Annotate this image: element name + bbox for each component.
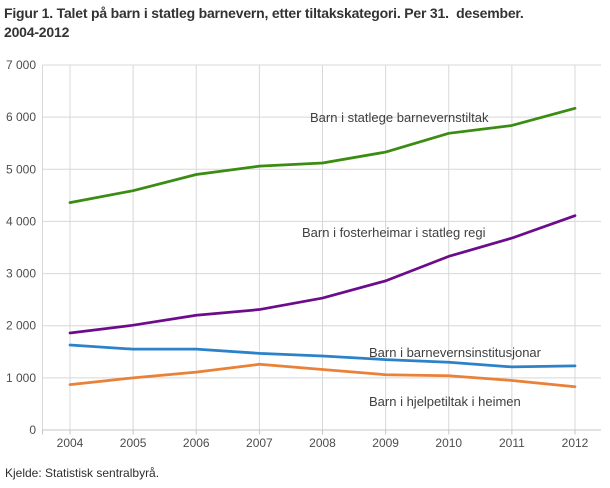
y-tick-label: 2 000 (6, 319, 36, 333)
x-axis-labels: 2004 2005 2006 2007 2008 2009 2010 2011 2012 (57, 436, 589, 450)
figure-title: Figur 1. Talet på barn i statleg barneve… (4, 4, 608, 42)
series-line-0 (68, 106, 577, 205)
figure-title-line1: Figur 1. Talet på barn i statleg barneve… (4, 5, 524, 21)
figure-title-line2: 2004-2012 (4, 24, 70, 40)
series-line-2 (68, 343, 577, 369)
series-line-3 (68, 362, 577, 389)
series-label-0: Barn i statlege barnevernstiltak (310, 110, 489, 125)
x-tick-label: 2005 (120, 436, 147, 450)
y-tick-label: 3 000 (6, 267, 36, 281)
y-tick-label: 7 000 (6, 58, 36, 72)
y-tick-label: 5 000 (6, 162, 36, 176)
x-tick-label: 2010 (435, 436, 462, 450)
y-tick-label: 4 000 (6, 214, 36, 228)
series-labels: Barn i statlege barnevernstiltak Barn i f… (302, 110, 542, 409)
x-tick-label: 2007 (246, 436, 273, 450)
x-axis (42, 429, 601, 435)
source-note: Kjelde: Statistisk sentralbyrå. (5, 466, 160, 480)
x-tick-label: 2011 (499, 436, 525, 450)
series-line-1 (68, 214, 577, 335)
x-tick-label: 2004 (57, 436, 84, 450)
y-tick-label: 0 (29, 423, 36, 437)
series-lines (68, 106, 577, 389)
x-tick-label: 2006 (183, 436, 210, 450)
x-tick-label: 2009 (372, 436, 399, 450)
series-label-2: Barn i barnevernsinstitusjonar (369, 345, 542, 360)
x-tick-label: 2012 (562, 436, 589, 450)
x-tick-label: 2008 (309, 436, 336, 450)
series-label-3: Barn i hjelpetiltak i heimen (369, 394, 521, 409)
series-label-1: Barn i fosterheimar i statleg regi (302, 225, 486, 240)
y-tick-label: 1 000 (6, 371, 36, 385)
y-tick-label: 6 000 (6, 110, 36, 124)
y-axis-labels: 0 1 000 2 000 3 000 4 000 5 000 6 000 7 000 (6, 58, 36, 437)
